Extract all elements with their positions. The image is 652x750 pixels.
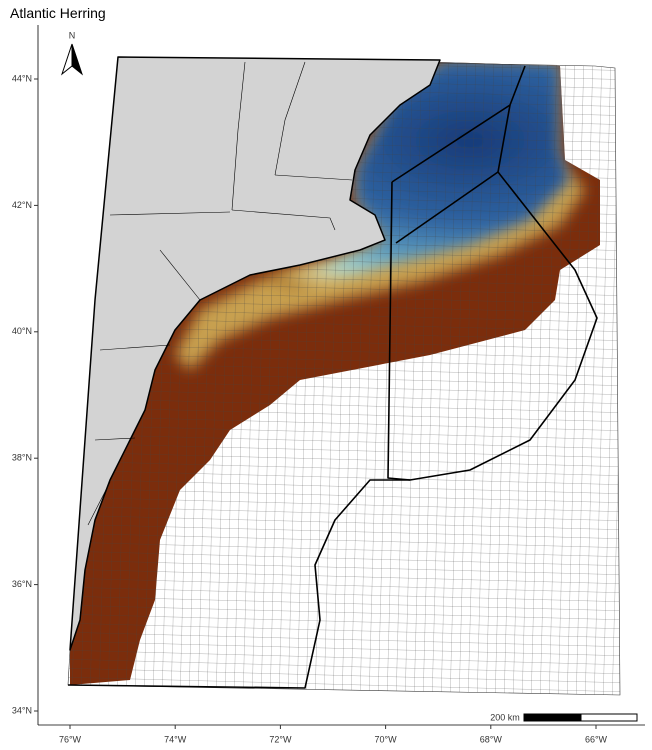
scale-label: 200 km	[490, 712, 520, 722]
map-title: Atlantic Herring	[10, 5, 106, 21]
land	[69, 56, 441, 651]
x-tick-label: 68°W	[480, 734, 503, 744]
y-tick-label: 34°N	[12, 705, 32, 715]
y-tick-label: 36°N	[12, 579, 32, 589]
x-tick-label: 76°W	[59, 734, 82, 744]
strata-lines	[67, 65, 598, 689]
y-tick-label: 40°N	[12, 326, 32, 336]
scale-bar: 200 km	[490, 712, 638, 722]
y-tick-label: 38°N	[12, 453, 32, 463]
x-tick-label: 66°W	[585, 734, 608, 744]
y-tick-label: 42°N	[12, 200, 32, 210]
y-tick-label: 44°N	[12, 73, 32, 83]
x-tick-label: 72°W	[269, 734, 292, 744]
x-tick-label: 74°W	[164, 734, 187, 744]
north-arrow: N	[60, 30, 84, 76]
x-tick-label: 70°W	[375, 734, 398, 744]
state-boundaries	[87, 61, 353, 526]
north-label: N	[69, 30, 76, 40]
